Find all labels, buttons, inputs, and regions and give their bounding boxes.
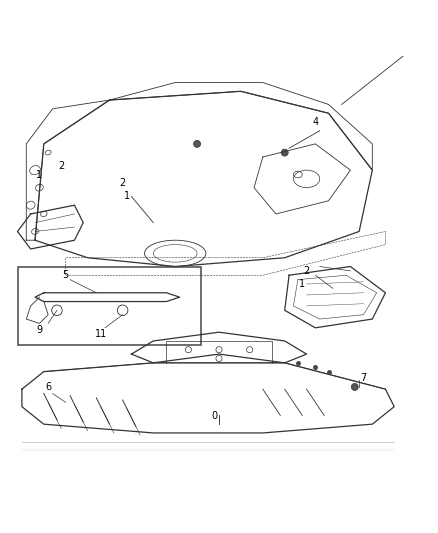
Text: 7: 7 — [360, 373, 367, 383]
Text: 1: 1 — [299, 279, 305, 289]
Text: 2: 2 — [304, 266, 310, 276]
Text: 5: 5 — [63, 270, 69, 280]
Text: 1: 1 — [36, 169, 42, 180]
Text: 2: 2 — [120, 178, 126, 188]
Text: 6: 6 — [45, 382, 51, 392]
Circle shape — [281, 149, 288, 156]
Text: 1: 1 — [124, 191, 130, 201]
Text: 9: 9 — [36, 325, 42, 335]
Circle shape — [351, 383, 358, 391]
Circle shape — [194, 140, 201, 147]
Text: 4: 4 — [312, 117, 318, 127]
Text: 2: 2 — [58, 161, 64, 171]
Text: 11: 11 — [95, 329, 107, 340]
FancyBboxPatch shape — [18, 266, 201, 345]
Text: 0: 0 — [212, 411, 218, 421]
